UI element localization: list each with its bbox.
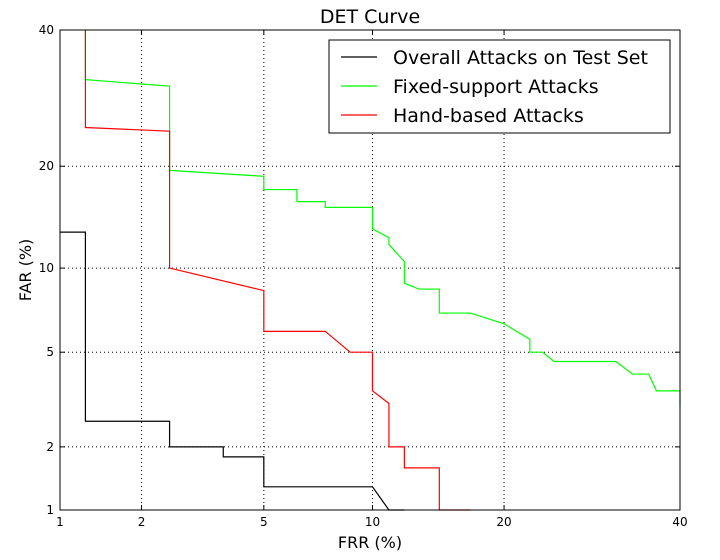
x-tick-label: 1: [56, 515, 64, 529]
x-tick-label: 10: [365, 515, 380, 529]
series-line-3: [84, 30, 471, 511]
legend-entry-label: Hand-based Attacks: [393, 105, 584, 127]
y-tick-label: 40: [39, 23, 54, 37]
x-tick-label: 40: [672, 515, 687, 529]
y-tick-label: 5: [46, 345, 54, 359]
legend-box: [328, 39, 671, 134]
series-line-1: [60, 231, 405, 511]
x-axis-label: FRR (%): [338, 533, 402, 552]
y-tick-label: 1: [46, 503, 54, 517]
legend-entry-label: Fixed-support Attacks: [393, 76, 599, 98]
series-lines: [60, 30, 681, 511]
x-tick-label: 2: [138, 515, 146, 529]
chart-title: DET Curve: [320, 6, 420, 28]
series-line-2: [84, 30, 681, 407]
plot-area-frame: [59, 29, 681, 511]
y-axis-label: FAR (%): [16, 239, 35, 302]
y-tick-label: 10: [39, 261, 54, 275]
legend: Overall Attacks on Test Set Fixed-support…: [328, 39, 671, 134]
x-tick-label: 5: [260, 515, 268, 529]
axis-ticks: 1 2 5 10 20 40 1 2 5 10 20 40: [39, 23, 688, 529]
y-tick-label: 2: [46, 440, 54, 454]
x-tick-label: 20: [496, 515, 511, 529]
legend-entry-label: Overall Attacks on Test Set: [393, 47, 648, 69]
y-tick-label: 20: [39, 159, 54, 173]
